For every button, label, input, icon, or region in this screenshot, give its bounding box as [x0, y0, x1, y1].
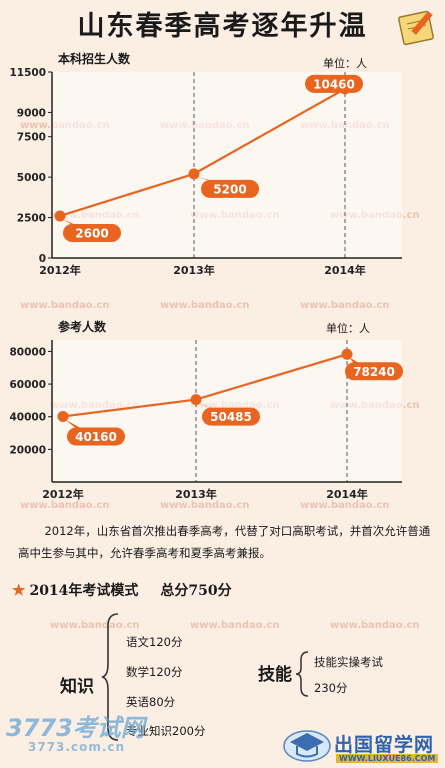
x-tick-label: 2013年	[175, 487, 217, 501]
watermark-text: www.bandao.cn	[330, 620, 420, 631]
data-point	[54, 210, 66, 222]
y-tick-label: 60000	[9, 379, 46, 391]
data-label: 78240	[353, 365, 395, 379]
x-tick-label: 2013年	[173, 263, 215, 277]
data-label-bubble	[202, 407, 260, 426]
y-tick-label: 40000	[9, 412, 46, 424]
y-tick-label: 20000	[9, 444, 46, 456]
chart2-unit-label: 单位：人	[326, 322, 370, 335]
y-tick-label: 80000	[9, 346, 46, 358]
page-title: 山东春季高考逐年升温	[77, 11, 368, 42]
data-label: 40160	[75, 430, 117, 444]
footer-right-url: WWW.LIUXUE86.COM	[336, 754, 439, 763]
footer-right-logo: 出国留学网	[334, 734, 435, 756]
skills-exam: 技能实操考试	[314, 655, 383, 669]
watermark-text: www.bandao.cn	[160, 500, 250, 511]
watermark-text: www.bandao.cn	[300, 300, 390, 311]
chart2-line-chart: 20000 40000 60000 80000 2012年 2013年 2014年 40160…	[9, 340, 403, 501]
x-tick-label: 2014年	[326, 487, 368, 501]
exam-total-score: 总分750分	[160, 583, 232, 599]
exam-mode-heading: 2014年考试模式	[29, 583, 139, 599]
star-icon: ★	[12, 581, 26, 599]
x-tick-label: 2012年	[42, 487, 84, 501]
watermark-text: www.bandao.cn	[160, 300, 250, 311]
data-label-bubble	[305, 74, 363, 93]
y-tick-label: 11500	[9, 67, 46, 79]
chart1-unit-label: 单位：人	[323, 57, 367, 70]
watermark-text: www.bandao.cn	[50, 620, 140, 631]
watermark-text: www.bandao.cn	[300, 500, 390, 511]
skills-brace	[295, 651, 309, 697]
data-point	[341, 348, 353, 360]
y-tick-label: 7500	[17, 132, 46, 144]
x-tick-label: 2012年	[39, 263, 81, 277]
exam-mode-row: ★ 2014年考试模式 总分750分	[12, 580, 232, 600]
knowledge-label: 知识	[60, 677, 94, 697]
data-label-bubble	[201, 179, 259, 198]
data-label: 2600	[75, 226, 108, 240]
data-label: 10460	[313, 77, 355, 91]
data-label: 50485	[210, 410, 252, 424]
watermark-text: www.bandao.cn	[190, 620, 280, 631]
chart1-line-chart: 0 2500 5000 7500 9000 11500 2012年 2013年 2014年 260…	[9, 67, 402, 277]
y-tick-label: 2500	[17, 213, 46, 225]
x-tick-label: 2014年	[324, 263, 366, 277]
intro-paragraph: 2012年，山东省首次推出春季高考，代替了对口高职考试，并首次允许普通高中生参与…	[18, 524, 431, 560]
knowledge-brace	[101, 613, 119, 741]
data-point	[188, 168, 200, 180]
skills-score: 230分	[314, 681, 348, 695]
data-label-bubble	[345, 362, 403, 381]
footer-left-url: 3773.com.cn	[28, 740, 126, 754]
subject-professional: 专业知识200分	[126, 724, 206, 738]
data-point	[190, 394, 202, 406]
graduation-cap-icon	[283, 730, 331, 762]
footer-left-logo: 3773考试网	[6, 714, 145, 742]
subject-math: 数学120分	[126, 665, 183, 679]
subject-chinese: 语文120分	[126, 635, 183, 649]
data-label-bubble	[63, 223, 121, 242]
y-tick-label: 0	[39, 253, 46, 265]
data-label-bubble	[67, 427, 125, 446]
watermark-text: www.bandao.cn	[20, 500, 110, 511]
data-label: 5200	[213, 182, 246, 196]
y-tick-label: 5000	[17, 172, 46, 184]
chart2-title: 参考人数	[58, 320, 107, 334]
y-tick-label: 9000	[17, 107, 46, 119]
skills-label: 技能	[258, 665, 292, 685]
pencil-notebook-icon	[398, 10, 434, 46]
subject-english: 英语80分	[126, 695, 176, 709]
watermark-text: www.bandao.cn	[20, 300, 110, 311]
chart1-title: 本科招生人数	[58, 52, 131, 66]
data-point	[57, 410, 69, 422]
